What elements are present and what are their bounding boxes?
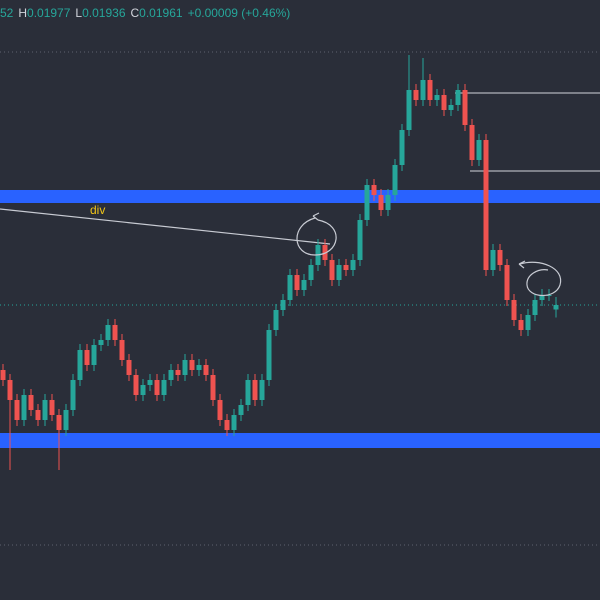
candle-body xyxy=(63,410,69,430)
candle-body xyxy=(175,370,181,375)
change-value: +0.00009 (+0.46%) xyxy=(187,6,291,20)
candle-body xyxy=(518,320,524,330)
annotation: div xyxy=(90,203,105,217)
candle-body xyxy=(301,280,307,290)
ohlc-header: 52 H0.01977 L0.01936 C0.01961 +0.00009 (+0.4… xyxy=(0,6,295,20)
candle-body xyxy=(238,405,244,415)
candle-body xyxy=(70,380,76,410)
zone xyxy=(0,190,600,203)
candle-body xyxy=(189,360,195,370)
candle-body xyxy=(329,260,335,280)
candle-body xyxy=(287,275,293,300)
candle-body xyxy=(420,80,426,100)
candle-body xyxy=(112,325,118,340)
candle-body xyxy=(28,395,34,410)
candle-body xyxy=(441,95,447,110)
candle-body xyxy=(98,340,104,345)
candle-body xyxy=(140,385,146,395)
candle-body xyxy=(154,380,160,395)
candle-body xyxy=(392,165,398,195)
candle-body xyxy=(77,350,83,380)
candle-body xyxy=(161,380,167,395)
drawn-arrow xyxy=(518,260,562,297)
open-value: 52 xyxy=(0,6,14,20)
candle-body xyxy=(497,250,503,265)
candle-body xyxy=(399,130,405,165)
candle-body xyxy=(7,380,13,400)
candle-body xyxy=(84,350,90,365)
candle-body xyxy=(490,250,496,270)
candle-body xyxy=(539,295,545,300)
candle-body xyxy=(210,375,216,400)
candle-body xyxy=(525,315,531,330)
candle-body xyxy=(553,305,559,310)
candle-body xyxy=(0,370,6,380)
candle-body xyxy=(511,300,517,320)
candle-body xyxy=(273,310,279,330)
candle-body xyxy=(406,90,412,130)
candle-body xyxy=(434,95,440,100)
close-letter: C xyxy=(130,6,140,20)
low-letter: L xyxy=(75,6,83,20)
candle-body xyxy=(245,380,251,405)
zone xyxy=(0,433,600,448)
candle-body xyxy=(378,195,384,210)
candle-body xyxy=(532,300,538,315)
candle-body xyxy=(385,195,391,210)
candle-body xyxy=(14,400,20,420)
candle-body xyxy=(476,140,482,160)
close-value: 0.01961 xyxy=(139,6,183,20)
candle-body xyxy=(231,415,237,430)
candle-body xyxy=(196,365,202,370)
candle-body xyxy=(350,260,356,270)
high-letter: H xyxy=(18,6,28,20)
candle-body xyxy=(294,275,300,290)
candle-body xyxy=(504,265,510,300)
candle-body xyxy=(546,295,552,296)
candle-body xyxy=(266,330,272,380)
candle-body xyxy=(21,395,27,420)
candle-body xyxy=(427,80,433,100)
candle-body xyxy=(56,415,62,430)
candle-body xyxy=(119,340,125,360)
candle-body xyxy=(357,220,363,260)
candle-body xyxy=(42,400,48,420)
candle-body xyxy=(343,265,349,270)
candle-body xyxy=(469,125,475,160)
candle-body xyxy=(168,370,174,380)
candle-body xyxy=(364,185,370,220)
candle-body xyxy=(448,105,454,110)
candle-body xyxy=(133,375,139,395)
candle-body xyxy=(280,300,286,310)
candle-body xyxy=(455,90,461,105)
candle-body xyxy=(259,380,265,400)
candle-body xyxy=(371,185,377,195)
candle-body xyxy=(217,400,223,420)
candle-body xyxy=(147,380,153,385)
candle-body xyxy=(182,360,188,375)
candle-body xyxy=(35,410,41,420)
candle-body xyxy=(483,140,489,270)
candle-body xyxy=(336,265,342,280)
candle-body xyxy=(413,90,419,100)
drawn-arrow xyxy=(296,212,337,256)
low-value: 0.01936 xyxy=(82,6,126,20)
candle-body xyxy=(224,420,230,430)
high-value: 0.01977 xyxy=(27,6,71,20)
candle-body xyxy=(105,325,111,340)
candle-body xyxy=(462,90,468,125)
candle-body xyxy=(252,380,258,400)
candle-body xyxy=(91,345,97,365)
candle-body xyxy=(126,360,132,375)
candle-body xyxy=(49,400,55,415)
trend-line xyxy=(0,208,331,245)
candle-body xyxy=(203,365,209,375)
candle-body xyxy=(308,265,314,280)
